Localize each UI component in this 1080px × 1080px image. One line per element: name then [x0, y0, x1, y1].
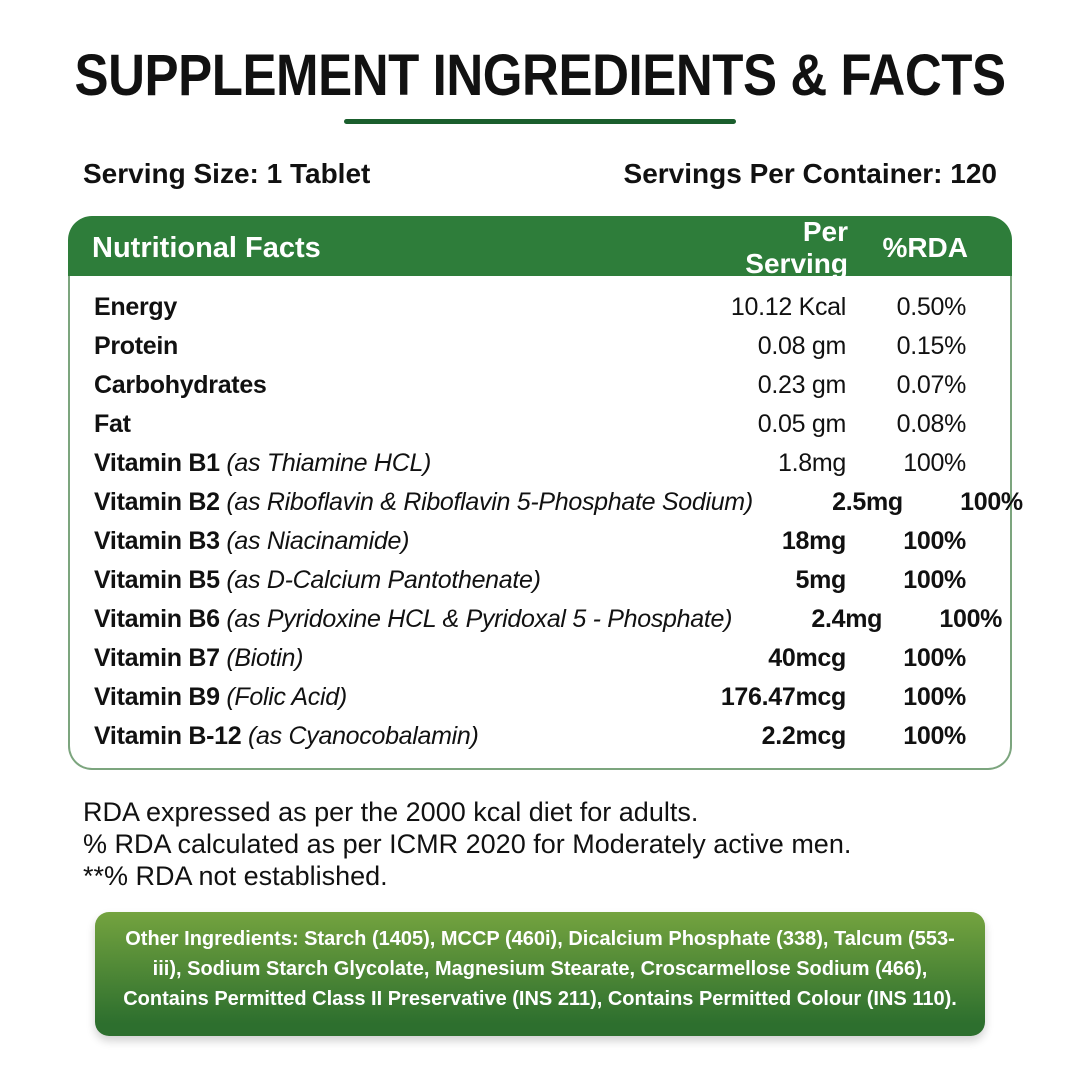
- rda-value: 100%: [939, 605, 1003, 633]
- serving-size-label: Serving Size: 1 Tablet: [83, 158, 371, 189]
- page-title: SUPPLEMENT INGREDIENTS & FACTS: [0, 42, 1080, 109]
- other-ingredients-text: Other Ingredients: Starch (1405), MCCP (…: [123, 928, 957, 1010]
- nutrient-name: Protein: [94, 332, 179, 360]
- table-row: Vitamin B-12 (as Cyanocobalamin) 2.2mcg 10…: [70, 717, 1010, 756]
- nutrient-name: Vitamin B7 (Biotin): [94, 644, 304, 672]
- title-underline: [344, 119, 736, 124]
- table-row: Vitamin B6 (as Pyridoxine HCL & Pyridoxa…: [70, 600, 1010, 639]
- rda-value: 100%: [903, 722, 966, 750]
- nutrient-name: Vitamin B3 (as Niacinamide): [94, 527, 410, 555]
- footnote-icmr: % RDA calculated as per ICMR 2020 for Mo…: [83, 829, 852, 859]
- nutrition-table-header: Nutritional Facts Per Serving %RDA: [68, 216, 1012, 279]
- nutrient-name: Vitamin B6 (as Pyridoxine HCL & Pyridoxa…: [94, 605, 733, 633]
- rda-value: 100%: [960, 488, 1023, 516]
- serving-info: Serving Size: 1 Tablet Servings Per Cont…: [83, 158, 997, 190]
- nutrient-detail: (as Thiamine HCL): [219, 449, 432, 477]
- nutrient-detail: (Folic Acid): [219, 683, 347, 711]
- header-rda: %RDA: [882, 232, 968, 263]
- nutrient-detail: (Biotin): [219, 644, 304, 672]
- footnote-rda-diet: RDA expressed as per the 2000 kcal diet …: [83, 797, 699, 827]
- page-title-text: SUPPLEMENT INGREDIENTS & FACTS: [74, 43, 1006, 108]
- table-row: Vitamin B3 (as Niacinamide) 18mg 100%: [70, 522, 1010, 561]
- rda-value: 100%: [903, 566, 966, 594]
- nutrient-name: Vitamin B2 (as Riboflavin & Riboflavin 5…: [94, 488, 753, 516]
- rda-value: 0.08%: [896, 410, 967, 438]
- servings-per-container-label: Servings Per Container: 120: [623, 158, 997, 189]
- per-serving-value: 0.08 gm: [757, 332, 847, 360]
- header-per-serving: Per Serving: [745, 216, 848, 279]
- per-serving-value: 0.05 gm: [757, 410, 847, 438]
- nutrient-name: Vitamin B-12 (as Cyanocobalamin): [94, 722, 479, 750]
- rda-value: 100%: [903, 449, 966, 477]
- nutrient-detail: (as Riboflavin & Riboflavin 5-Phosphate …: [219, 488, 753, 516]
- nutrient-name: Vitamin B1 (as Thiamine HCL): [94, 449, 432, 477]
- table-row: Vitamin B9 (Folic Acid) 176.47mcg 100%: [70, 678, 1010, 717]
- other-ingredients-box: Other Ingredients: Starch (1405), MCCP (…: [95, 912, 985, 1036]
- per-serving-value: 2.5mg: [832, 488, 903, 516]
- rda-value: 100%: [903, 683, 966, 711]
- per-serving-value: 2.4mg: [811, 605, 883, 633]
- rda-value: 100%: [903, 527, 966, 555]
- table-row: Vitamin B5 (as D-Calcium Pantothenate) 5m…: [70, 561, 1010, 600]
- per-serving-value: 0.23 gm: [757, 371, 847, 399]
- nutrient-detail: (as Cyanocobalamin): [241, 722, 479, 750]
- per-serving-value: 5mg: [795, 566, 846, 594]
- per-serving-value: 1.8mg: [778, 449, 846, 477]
- rda-value: 100%: [903, 644, 966, 672]
- rda-value: 0.07%: [896, 371, 967, 399]
- rda-value: 0.50%: [896, 293, 967, 321]
- nutrient-detail: (as Niacinamide): [219, 527, 410, 555]
- per-serving-value: 18mg: [781, 527, 846, 555]
- per-serving-value: 40mcg: [768, 644, 846, 672]
- table-row: Energy 10.12 Kcal 0.50%: [70, 288, 1010, 327]
- table-row: Carbohydrates 0.23 gm 0.07%: [70, 366, 1010, 405]
- table-body: Energy 10.12 Kcal 0.50% Protein 0.08 gm 0.15%…: [68, 276, 1023, 770]
- table-row: Protein 0.08 gm 0.15%: [70, 327, 1010, 366]
- table-row: Fat 0.05 gm 0.08%: [70, 405, 1010, 444]
- per-serving-value: 176.47mcg: [720, 683, 846, 711]
- per-serving-value: 2.2mcg: [761, 722, 847, 750]
- nutrient-name: Vitamin B5 (as D-Calcium Pantothenate): [94, 566, 541, 594]
- per-serving-value: 10.12 Kcal: [730, 293, 846, 321]
- footnotes: RDA expressed as per the 2000 kcal diet …: [83, 796, 1040, 892]
- table-row: Vitamin B1 (as Thiamine HCL) 1.8mg 100%: [70, 444, 1010, 483]
- nutrient-name: Carbohydrates: [94, 371, 267, 399]
- rda-value: 0.15%: [896, 332, 967, 360]
- header-nutritional-facts: Nutritional Facts: [92, 231, 321, 264]
- table-row: Vitamin B7 (Biotin) 40mcg 100%: [70, 639, 1010, 678]
- nutrient-name: Fat: [94, 410, 131, 438]
- nutrient-name: Energy: [94, 293, 177, 321]
- nutrient-name: Vitamin B9 (Folic Acid): [94, 683, 347, 711]
- nutrient-detail: (as D-Calcium Pantothenate): [219, 566, 541, 594]
- nutrient-detail: (as Pyridoxine HCL & Pyridoxal 5 - Phosp…: [219, 605, 733, 633]
- nutrition-table: Nutritional Facts Per Serving %RDA Energ…: [68, 216, 1023, 770]
- table-row: Vitamin B2 (as Riboflavin & Riboflavin 5…: [70, 483, 1023, 522]
- footnote-not-established: **% RDA not established.: [83, 861, 388, 891]
